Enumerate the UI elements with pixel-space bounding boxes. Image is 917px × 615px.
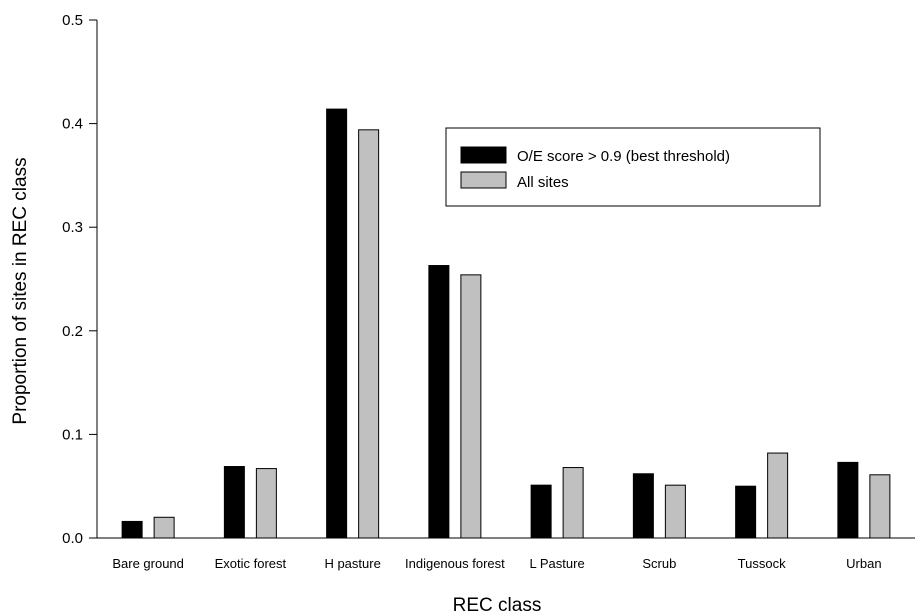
bar-series-1-h-pasture: [326, 108, 348, 539]
y-tick-label: 0.3: [62, 219, 83, 236]
legend-box: [445, 127, 821, 207]
bars-layer: [121, 108, 891, 539]
x-category-label: Exotic forest: [215, 556, 287, 571]
y-tick-label: 0.5: [62, 12, 83, 29]
legend-swatch-series-2: [460, 171, 507, 189]
legend-swatch-series-1: [460, 146, 507, 164]
y-tick-label: 0.0: [62, 530, 83, 547]
y-tick-label: 0.4: [62, 116, 83, 133]
bar-series-1-bare-ground: [121, 520, 143, 539]
y-axis-title: Proportion of sites in REC class: [10, 157, 31, 424]
axes-layer: [96, 20, 915, 539]
x-ticks: Bare ground Exotic forest H pasture Indigen…: [112, 556, 881, 571]
bar-series-1-indigenous-forest: [428, 265, 450, 539]
x-category-label: H pasture: [324, 556, 380, 571]
bar-series-1-l-pasture: [530, 484, 552, 539]
bar-series-2-scrub: [664, 484, 686, 539]
y-ticks: 0.0 0.1 0.2 0.3 0.4 0.5: [62, 12, 97, 547]
bar-series-1-exotic-forest: [223, 466, 245, 539]
bar-series-1-scrub: [632, 473, 654, 539]
bar-series-2-l-pasture: [562, 467, 584, 539]
bar-series-2-bare-ground: [153, 516, 175, 539]
y-tick-label: 0.2: [62, 323, 83, 340]
x-category-label: Tussock: [738, 556, 786, 571]
bar-series-2-exotic-forest: [255, 468, 277, 539]
legend: O/E score > 0.9 (best threshold) All sit…: [445, 127, 821, 207]
bar-series-1-urban: [837, 461, 859, 539]
bar-series-2-h-pasture: [358, 129, 380, 539]
bar-series-1-tussock: [735, 485, 757, 539]
x-category-label: Bare ground: [112, 556, 184, 571]
bar-series-2-indigenous-forest: [460, 274, 482, 539]
x-axis-title: REC class: [453, 595, 542, 615]
x-category-label: Urban: [846, 556, 881, 571]
y-tick-label: 0.1: [62, 426, 83, 443]
bar-series-2-tussock: [767, 452, 789, 539]
bar-series-2-urban: [869, 474, 891, 539]
legend-label-series-1: O/E score > 0.9 (best threshold): [517, 148, 730, 165]
x-category-label: L Pasture: [530, 556, 585, 571]
x-category-label: Indigenous forest: [405, 556, 505, 571]
x-category-label: Scrub: [642, 556, 676, 571]
legend-label-series-2: All sites: [517, 174, 569, 191]
